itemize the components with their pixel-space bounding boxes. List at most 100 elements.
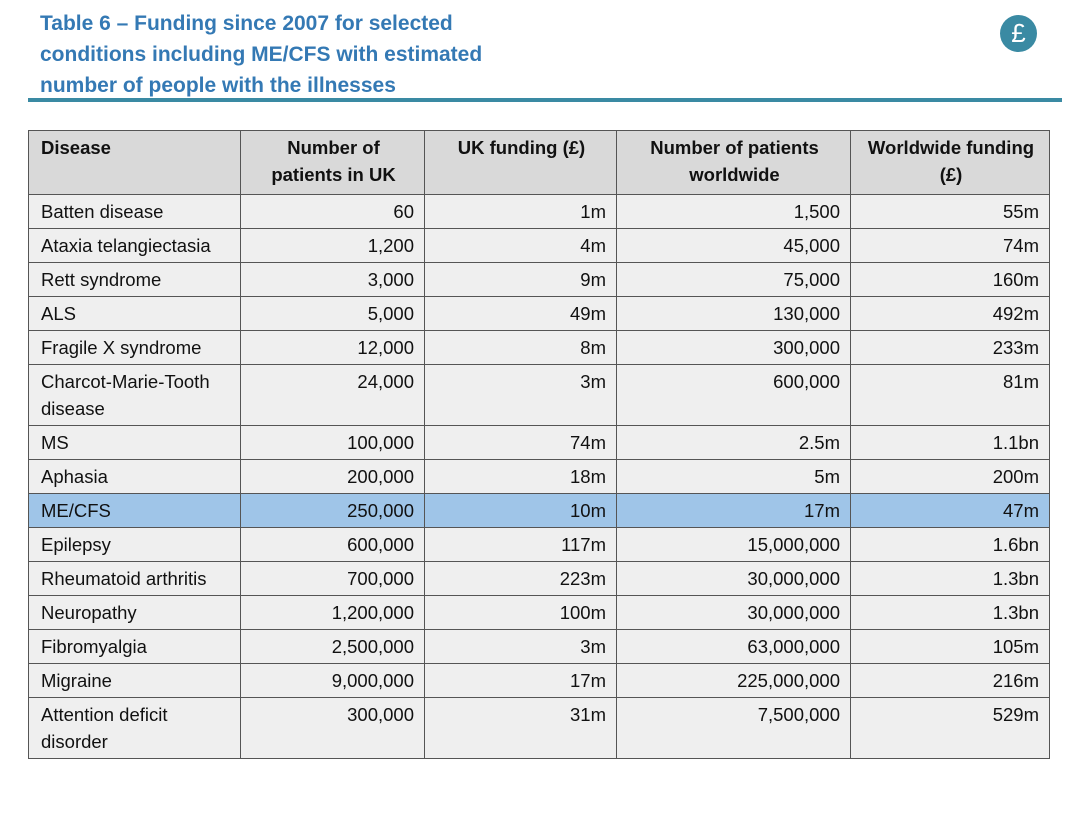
value-cell: 225,000,000 bbox=[616, 663, 851, 698]
value-cell: 100,000 bbox=[240, 425, 425, 460]
table-row: ALS 5,000 49m 130,000 492m bbox=[28, 296, 1050, 331]
table-row: Attention deficit disorder 300,000 31m 7,50… bbox=[28, 697, 1050, 759]
title-rule bbox=[28, 98, 1062, 102]
funding-table: Disease Number of patients in UK UK fundin… bbox=[28, 130, 1050, 759]
table-body: Batten disease 60 1m 1,500 55m Ataxia telangi… bbox=[28, 194, 1050, 759]
value-cell: 233m bbox=[850, 330, 1050, 365]
value-cell: 600,000 bbox=[240, 527, 425, 562]
value-cell: 1,200 bbox=[240, 228, 425, 263]
value-cell: 160m bbox=[850, 262, 1050, 297]
header-row: Disease Number of patients in UK UK fundin… bbox=[28, 130, 1050, 195]
value-cell: 12,000 bbox=[240, 330, 425, 365]
value-cell: 492m bbox=[850, 296, 1050, 331]
value-cell: 3m bbox=[424, 364, 617, 426]
value-cell: 1.3bn bbox=[850, 595, 1050, 630]
table-row: Rheumatoid arthritis 700,000 223m 30,000,00… bbox=[28, 561, 1050, 596]
value-cell: 1m bbox=[424, 194, 617, 229]
value-cell: 5m bbox=[616, 459, 851, 494]
value-cell: 1,200,000 bbox=[240, 595, 425, 630]
value-cell: 7,500,000 bbox=[616, 697, 851, 759]
value-cell: 100m bbox=[424, 595, 617, 630]
value-cell: 55m bbox=[850, 194, 1050, 229]
disease-cell: Migraine bbox=[28, 663, 241, 698]
table-row: Rett syndrome 3,000 9m 75,000 160m bbox=[28, 262, 1050, 297]
column-header: Number of patients worldwide bbox=[616, 130, 851, 195]
value-cell: 15,000,000 bbox=[616, 527, 851, 562]
value-cell: 105m bbox=[850, 629, 1050, 664]
value-cell: 130,000 bbox=[616, 296, 851, 331]
column-header: UK funding (£) bbox=[424, 130, 617, 195]
value-cell: 10m bbox=[424, 493, 617, 528]
table-row: Aphasia 200,000 18m 5m 200m bbox=[28, 459, 1050, 494]
value-cell: 700,000 bbox=[240, 561, 425, 596]
disease-cell: Aphasia bbox=[28, 459, 241, 494]
value-cell: 63,000,000 bbox=[616, 629, 851, 664]
value-cell: 31m bbox=[424, 697, 617, 759]
value-cell: 200,000 bbox=[240, 459, 425, 494]
value-cell: 45,000 bbox=[616, 228, 851, 263]
table-row: Epilepsy 600,000 117m 15,000,000 1.6bn bbox=[28, 527, 1050, 562]
table-row: Migraine 9,000,000 17m 225,000,000 216m bbox=[28, 663, 1050, 698]
value-cell: 600,000 bbox=[616, 364, 851, 426]
disease-cell: Rett syndrome bbox=[28, 262, 241, 297]
value-cell: 18m bbox=[424, 459, 617, 494]
disease-cell: Rheumatoid arthritis bbox=[28, 561, 241, 596]
value-cell: 529m bbox=[850, 697, 1050, 759]
table-row: Fragile X syndrome 12,000 8m 300,000 233m bbox=[28, 330, 1050, 365]
value-cell: 2.5m bbox=[616, 425, 851, 460]
value-cell: 117m bbox=[424, 527, 617, 562]
disease-cell: ALS bbox=[28, 296, 241, 331]
disease-cell: Charcot-Marie-Tooth disease bbox=[28, 364, 241, 426]
table-row: Charcot-Marie-Tooth disease 24,000 3m 600,0… bbox=[28, 364, 1050, 426]
value-cell: 74m bbox=[424, 425, 617, 460]
value-cell: 9,000,000 bbox=[240, 663, 425, 698]
disease-cell: Batten disease bbox=[28, 194, 241, 229]
disease-cell: Attention deficit disorder bbox=[28, 697, 241, 759]
disease-cell: Ataxia telangiectasia bbox=[28, 228, 241, 263]
value-cell: 81m bbox=[850, 364, 1050, 426]
table-row: Neuropathy 1,200,000 100m 30,000,000 1.3bn bbox=[28, 595, 1050, 630]
value-cell: 30,000,000 bbox=[616, 561, 851, 596]
disease-cell: Fibromyalgia bbox=[28, 629, 241, 664]
table-row: MS 100,000 74m 2.5m 1.1bn bbox=[28, 425, 1050, 460]
value-cell: 200m bbox=[850, 459, 1050, 494]
table-title: Table 6 – Funding since 2007 for selecte… bbox=[40, 12, 483, 97]
value-cell: 9m bbox=[424, 262, 617, 297]
value-cell: 1.3bn bbox=[850, 561, 1050, 596]
value-cell: 47m bbox=[850, 493, 1050, 528]
table-row: Fibromyalgia 2,500,000 3m 63,000,000 105m bbox=[28, 629, 1050, 664]
value-cell: 250,000 bbox=[240, 493, 425, 528]
disease-cell: Epilepsy bbox=[28, 527, 241, 562]
column-header: Worldwide funding (£) bbox=[850, 130, 1050, 195]
value-cell: 5,000 bbox=[240, 296, 425, 331]
value-cell: 24,000 bbox=[240, 364, 425, 426]
value-cell: 8m bbox=[424, 330, 617, 365]
value-cell: 3,000 bbox=[240, 262, 425, 297]
table-row: Batten disease 60 1m 1,500 55m bbox=[28, 194, 1050, 229]
value-cell: 1,500 bbox=[616, 194, 851, 229]
value-cell: 300,000 bbox=[616, 330, 851, 365]
value-cell: 75,000 bbox=[616, 262, 851, 297]
value-cell: 300,000 bbox=[240, 697, 425, 759]
value-cell: 1.6bn bbox=[850, 527, 1050, 562]
value-cell: 60 bbox=[240, 194, 425, 229]
value-cell: 223m bbox=[424, 561, 617, 596]
table-head: Disease Number of patients in UK UK fundin… bbox=[28, 130, 1050, 195]
value-cell: 30,000,000 bbox=[616, 595, 851, 630]
value-cell: 1.1bn bbox=[850, 425, 1050, 460]
value-cell: 216m bbox=[850, 663, 1050, 698]
disease-cell: ME/CFS bbox=[28, 493, 241, 528]
column-header: Number of patients in UK bbox=[240, 130, 425, 195]
value-cell: 74m bbox=[850, 228, 1050, 263]
value-cell: 2,500,000 bbox=[240, 629, 425, 664]
table-row: ME/CFS 250,000 10m 17m 47m bbox=[28, 493, 1050, 528]
table-row: Ataxia telangiectasia 1,200 4m 45,000 74m bbox=[28, 228, 1050, 263]
disease-cell: Fragile X syndrome bbox=[28, 330, 241, 365]
pound-icon: £ bbox=[1000, 15, 1037, 52]
value-cell: 17m bbox=[616, 493, 851, 528]
value-cell: 4m bbox=[424, 228, 617, 263]
disease-cell: MS bbox=[28, 425, 241, 460]
value-cell: 3m bbox=[424, 629, 617, 664]
disease-cell: Neuropathy bbox=[28, 595, 241, 630]
